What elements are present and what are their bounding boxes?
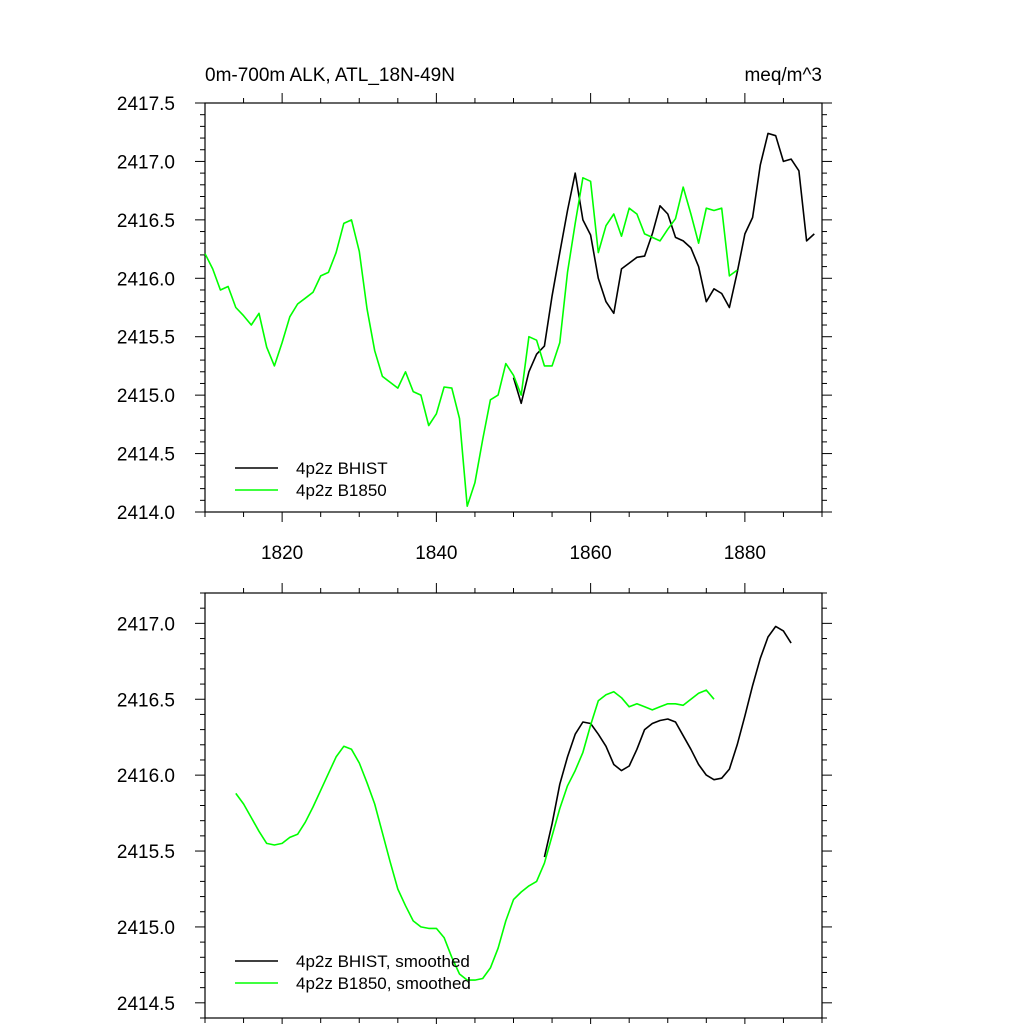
x-tick-label: 1840 bbox=[415, 543, 457, 564]
legend-label: 4p2z B1850 bbox=[296, 481, 387, 500]
series-line-bhist bbox=[512, 132, 815, 405]
series-line-b1850 bbox=[204, 177, 738, 508]
series-line-b1850 bbox=[235, 689, 715, 981]
legend-label: 4p2z BHIST bbox=[296, 459, 388, 478]
y-tick-label: 2415.5 bbox=[117, 842, 175, 863]
y-tick-label: 2415.5 bbox=[117, 328, 175, 349]
y-tick-label: 2416.5 bbox=[117, 211, 175, 232]
chart-title: 0m-700m ALK, ATL_18N-49N bbox=[205, 65, 455, 86]
y-tick-label: 2414.5 bbox=[117, 994, 175, 1015]
y-tick-label: 2415.0 bbox=[117, 386, 175, 407]
y-tick-label: 2417.0 bbox=[117, 152, 175, 173]
y-tick-label: 2417.5 bbox=[117, 94, 175, 115]
y-tick-label: 2416.0 bbox=[117, 269, 175, 290]
chart-units: meq/m^3 bbox=[744, 65, 822, 86]
legend-label: 4p2z BHIST, smoothed bbox=[296, 952, 470, 971]
plot-panel-1: 1820 1840 1860 1880 2414.0 2414.5 2415.0 2415.5… bbox=[117, 93, 832, 564]
y-tick-label: 2414.0 bbox=[117, 503, 175, 524]
y-tick-label: 2417.0 bbox=[117, 614, 175, 635]
series-line-bhist bbox=[543, 625, 792, 858]
x-tick-label: 1880 bbox=[724, 543, 766, 564]
y-tick-label: 2416.0 bbox=[117, 766, 175, 787]
y-tick-label: 2414.5 bbox=[117, 445, 175, 466]
x-tick-label: 1860 bbox=[569, 543, 611, 564]
x-tick-label: 1820 bbox=[261, 543, 303, 564]
legend-label: 4p2z B1850, smoothed bbox=[296, 974, 471, 993]
plot-panel-2: 2414.5 2415.0 2415.5 2416.0 2416.5 2417.0 4p2z… bbox=[117, 583, 832, 1024]
y-tick-label: 2415.0 bbox=[117, 918, 175, 939]
y-tick-label: 2416.5 bbox=[117, 690, 175, 711]
